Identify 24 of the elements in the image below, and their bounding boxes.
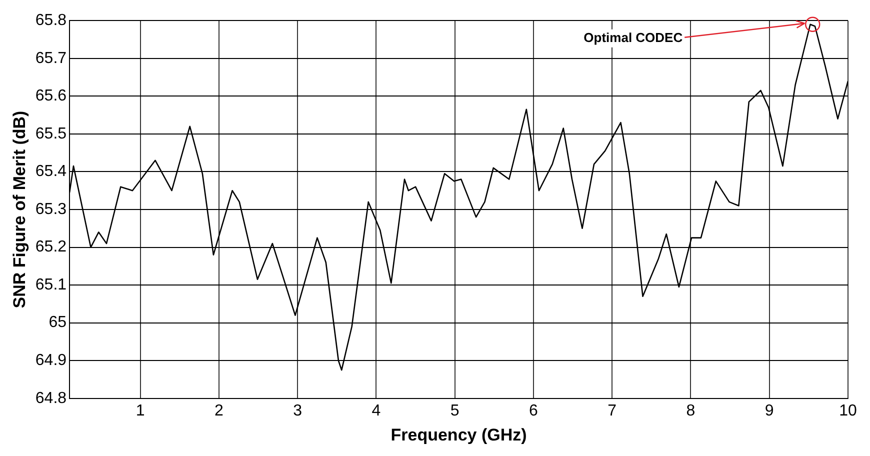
y-tick-label: 65.2 [35,238,67,256]
x-tick-label: 6 [529,402,538,420]
x-tick-label: 10 [839,402,857,420]
annotation: Optimal CODEC [584,30,684,45]
x-tick-label: 3 [293,402,302,420]
x-tick-label: 5 [450,402,460,420]
y-tick-label: 64.8 [35,390,67,407]
y-tick-label: 65.5 [35,125,67,142]
y-tick-label: 65 [48,314,67,332]
y-tick-label: 65.8 [35,12,67,30]
y-tick-label: 65.6 [35,88,67,105]
x-axis-title: Frequency (GHz) [390,425,527,444]
x-tick-label: 4 [372,402,381,420]
x-tick-label: 2 [214,402,224,420]
x-tick-label: 9 [764,402,774,420]
x-tick-label: 7 [608,402,617,420]
y-tick-label: 65.3 [35,200,67,218]
x-tick-label: 1 [136,402,145,420]
y-tick-label: 65.1 [35,276,67,294]
x-tick-label: 8 [686,402,696,420]
y-axis-title: SNR Figure of Merit (dB) [10,110,29,308]
y-tick-label: 65.7 [35,50,67,67]
y-tick-label: 64.9 [35,352,67,370]
y-tick-label: 65.4 [35,163,67,180]
